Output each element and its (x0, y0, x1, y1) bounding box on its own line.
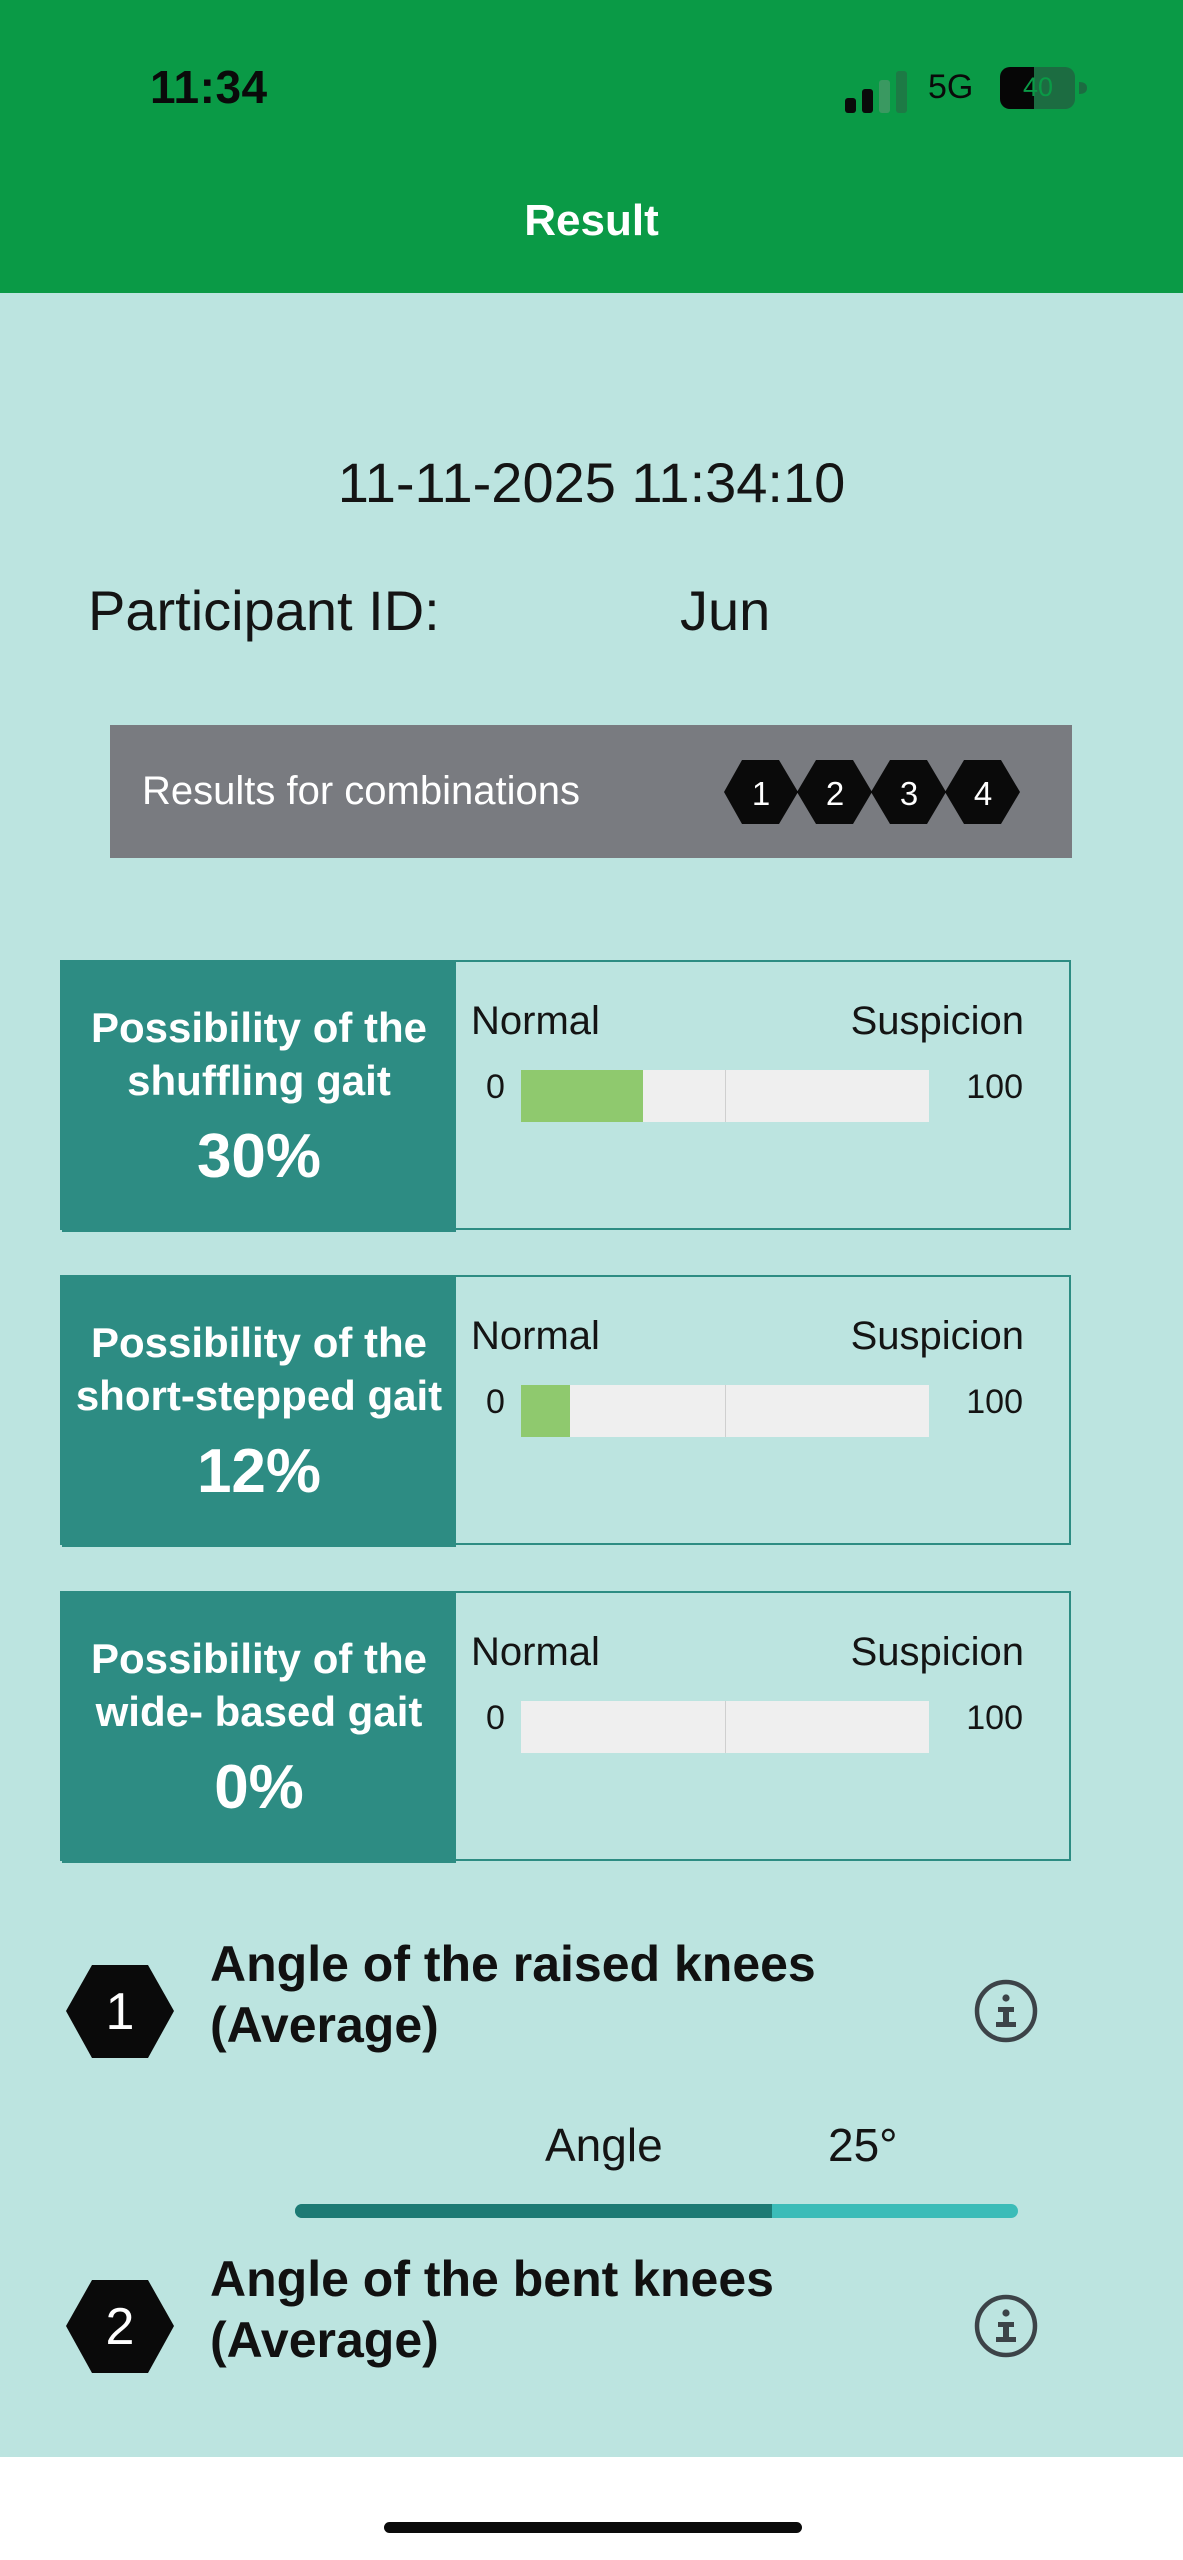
svg-text:1: 1 (106, 1983, 135, 2041)
svg-text:1: 1 (752, 775, 770, 812)
svg-text:2: 2 (826, 775, 844, 812)
svg-text:4: 4 (974, 775, 992, 812)
svg-text:2: 2 (106, 2298, 135, 2356)
svg-text:3: 3 (900, 775, 918, 812)
svg-text:40: 40 (1023, 72, 1053, 102)
